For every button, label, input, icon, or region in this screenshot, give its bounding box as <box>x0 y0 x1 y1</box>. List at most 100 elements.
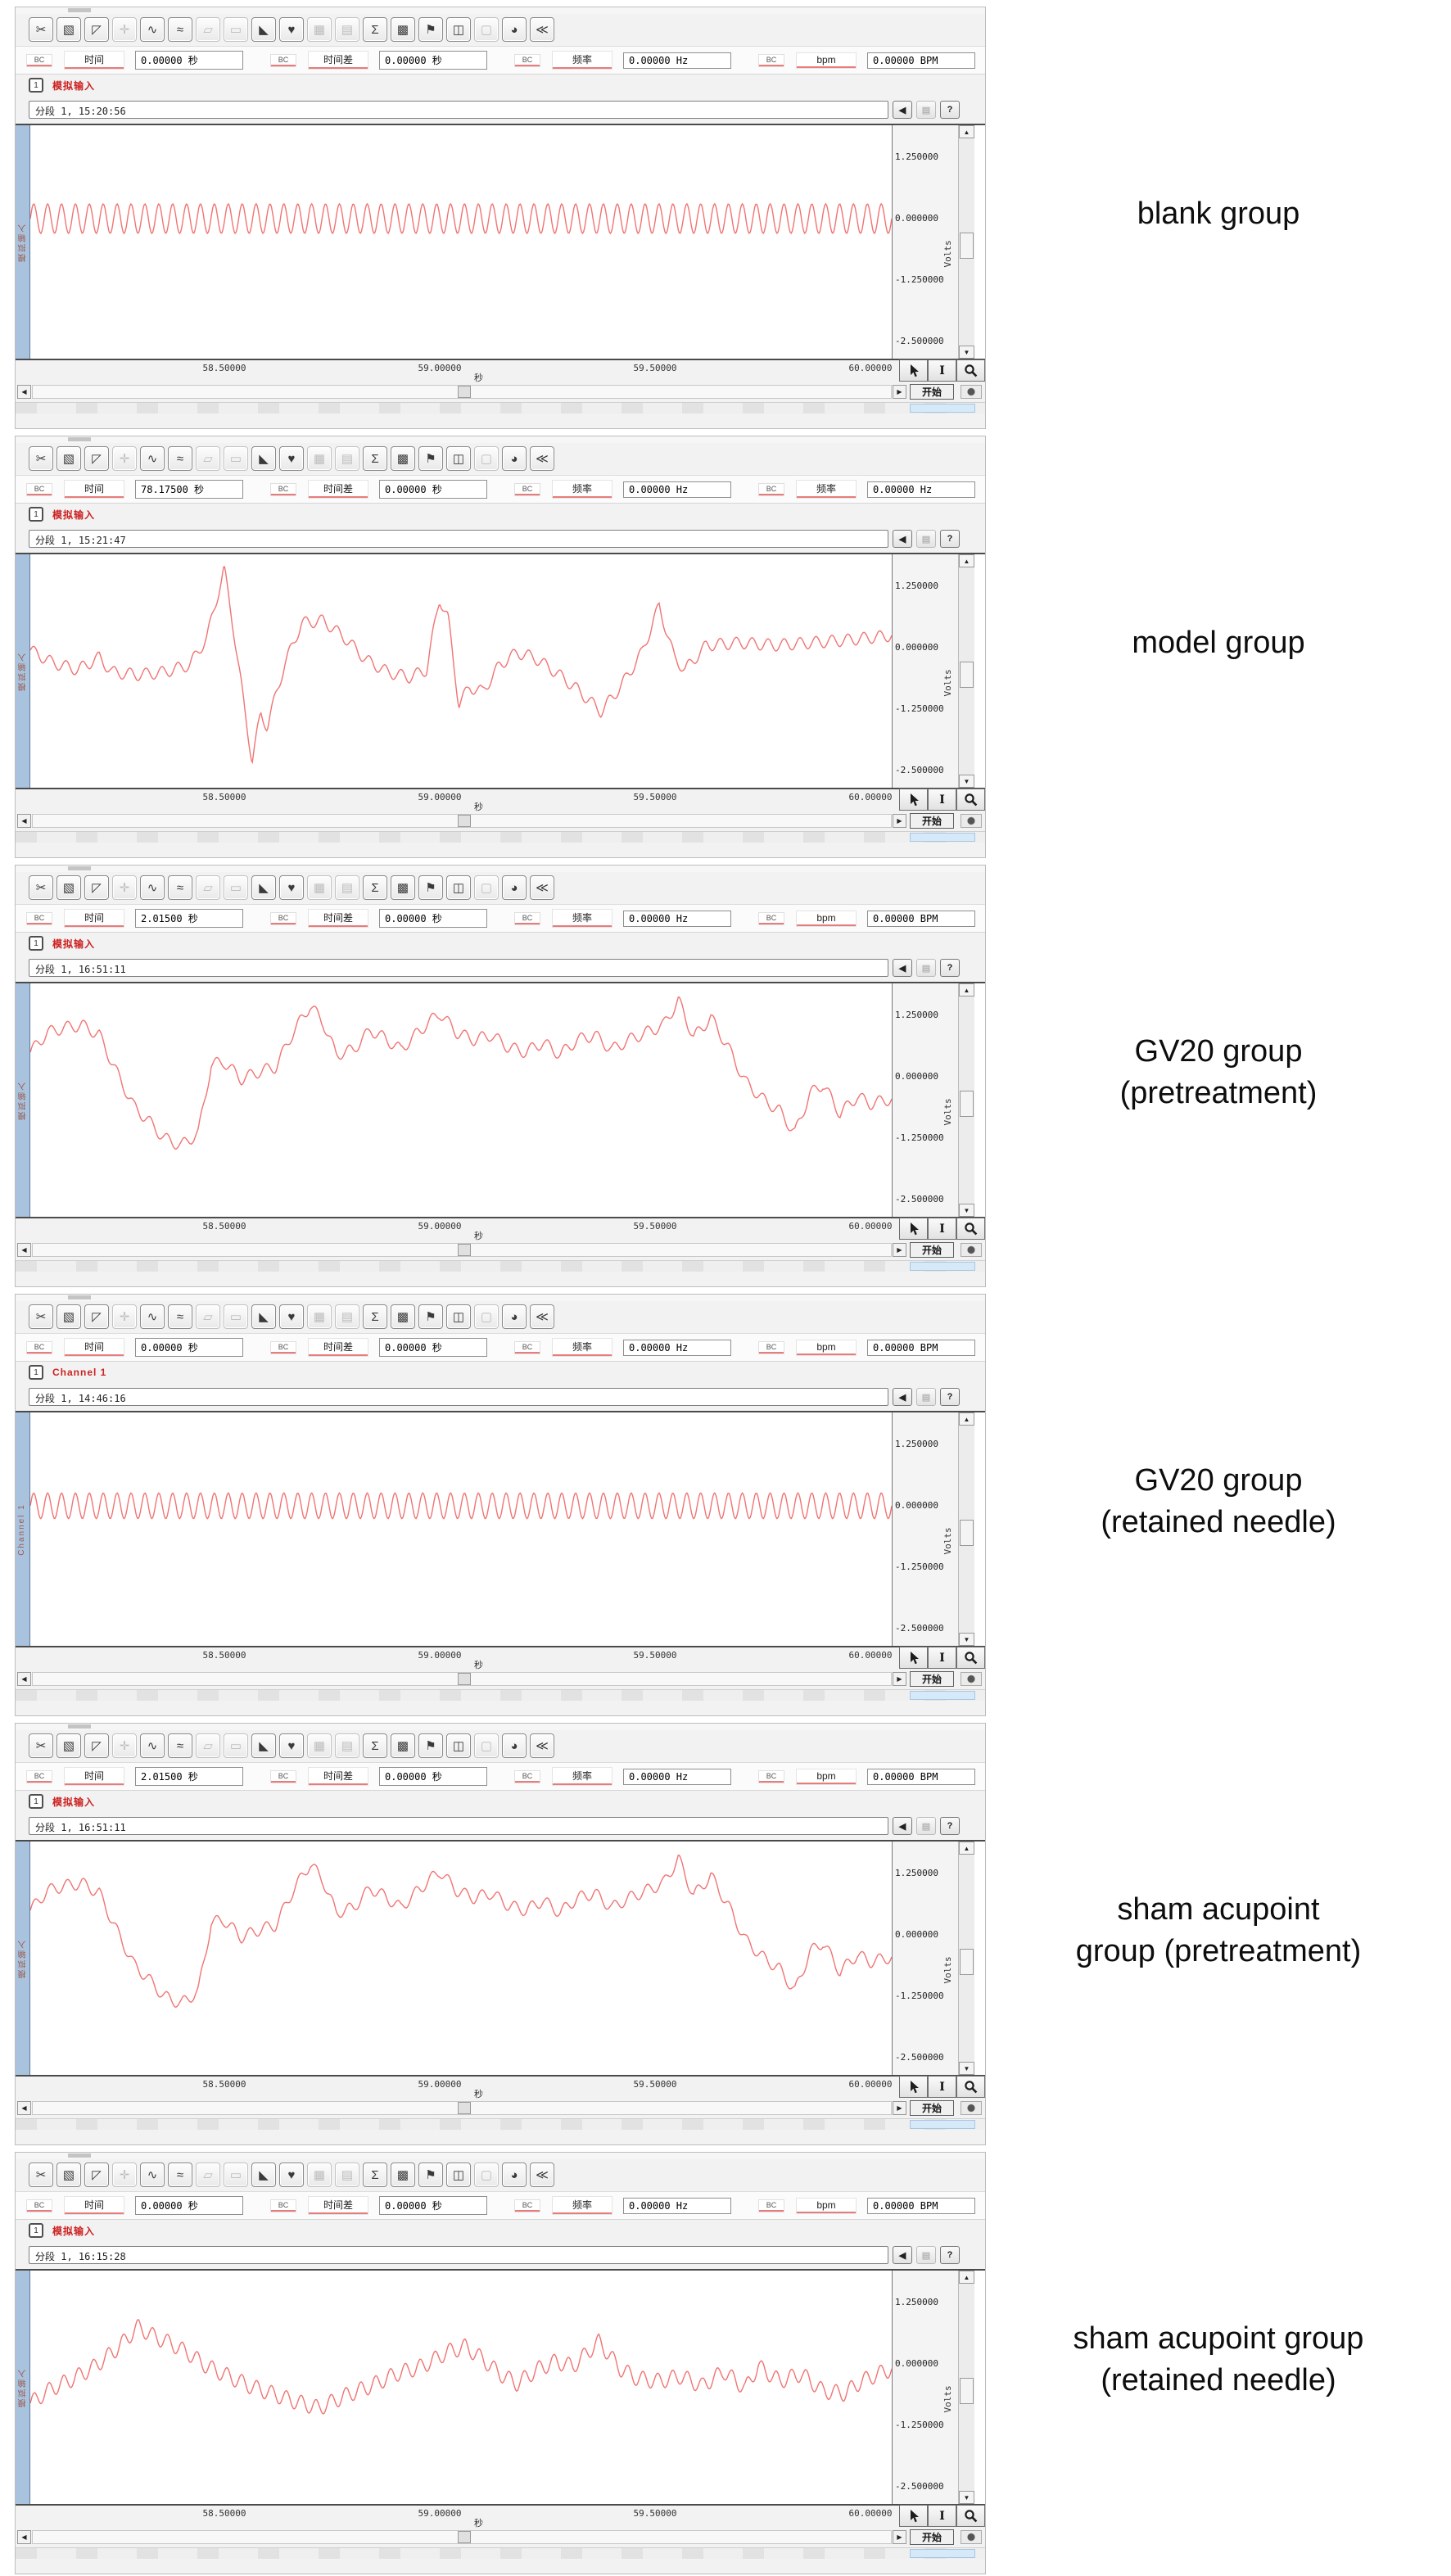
grid-view-icon[interactable]: ▦ <box>307 17 332 42</box>
blank-tool-icon[interactable]: ▢ <box>474 1733 499 1758</box>
area-measure-icon[interactable]: ◣ <box>251 1733 276 1758</box>
start-button[interactable]: 开始 <box>910 2529 954 2545</box>
waveform-compare-icon[interactable]: ≈ <box>168 17 192 42</box>
rewind-icon[interactable]: ≪ <box>530 1733 554 1758</box>
measure-value-box[interactable]: 0.00000 秒 <box>135 51 243 70</box>
record-dot-button[interactable] <box>961 2530 982 2544</box>
bc-tag[interactable]: BC <box>27 1770 52 1783</box>
record-dot-button[interactable] <box>961 1243 982 1257</box>
sigma-sum-icon[interactable]: Σ <box>363 1733 387 1758</box>
ibeam-tool-button[interactable]: I <box>928 789 956 811</box>
cross-move-icon[interactable]: ✛ <box>112 875 137 900</box>
bc-tag[interactable]: BC <box>271 483 296 495</box>
zoom-tool-button[interactable] <box>956 1647 985 1669</box>
selection-box-icon[interactable]: ▧ <box>57 17 81 42</box>
notes-view-icon[interactable]: ▤ <box>335 2162 359 2187</box>
blank-tool-icon[interactable]: ▢ <box>474 875 499 900</box>
notes-view-icon[interactable]: ▤ <box>335 1733 359 1758</box>
flag-marker-icon[interactable]: ⚑ <box>418 2162 443 2187</box>
bc-tag[interactable]: BC <box>271 1341 296 1354</box>
vertical-scroll-thumb[interactable] <box>960 662 974 689</box>
horizontal-scroll-thumb[interactable] <box>457 1673 471 1685</box>
lasso-select-icon[interactable]: ◸ <box>84 1733 109 1758</box>
waveform-edit-icon[interactable]: ∿ <box>140 2162 165 2187</box>
bc-tag[interactable]: BC <box>515 912 540 924</box>
grid-view-icon[interactable]: ▦ <box>307 1304 332 1329</box>
help-button[interactable]: ? <box>940 1388 960 1406</box>
waveform-plot[interactable] <box>30 125 893 359</box>
lasso-select-icon[interactable]: ◸ <box>84 1304 109 1329</box>
segment-time-input[interactable]: 分段 1, 16:51:11 <box>29 959 888 977</box>
waveform-edit-icon[interactable]: ∿ <box>140 446 165 471</box>
sigma-sum-icon[interactable]: Σ <box>363 17 387 42</box>
selection-box-icon[interactable]: ▧ <box>57 875 81 900</box>
pointer-tool-button[interactable] <box>899 1647 928 1669</box>
pie-dark-icon[interactable]: ◕ <box>502 1733 527 1758</box>
segment-list-button[interactable]: ▤ <box>916 530 936 548</box>
bc-tag[interactable]: BC <box>27 54 52 66</box>
bc-tag[interactable]: BC <box>759 54 784 66</box>
dot-matrix-icon[interactable]: ▩ <box>391 875 415 900</box>
window-mark-icon[interactable]: ◫ <box>446 446 471 471</box>
record-dot-button[interactable] <box>961 814 982 828</box>
scissors-cut-icon[interactable]: ✂ <box>29 1733 53 1758</box>
scissors-cut-icon[interactable]: ✂ <box>29 875 53 900</box>
help-button[interactable]: ? <box>940 2246 960 2264</box>
measure-value-box[interactable]: 0.00000 秒 <box>379 909 487 928</box>
segment-prev-button[interactable]: ◀ <box>893 959 912 977</box>
help-button[interactable]: ? <box>940 101 960 119</box>
horizontal-scroll-thumb[interactable] <box>457 2102 471 2114</box>
scroll-down-button[interactable]: ▼ <box>959 1633 974 1646</box>
scroll-left-button[interactable]: ◀ <box>17 1672 31 1686</box>
help-button[interactable]: ? <box>940 1817 960 1835</box>
horizontal-scrollbar[interactable] <box>32 385 892 399</box>
measure-value-box[interactable]: 0.00000 秒 <box>379 1338 487 1357</box>
ibeam-tool-button[interactable]: I <box>928 1218 956 1240</box>
scroll-up-button[interactable]: ▲ <box>959 125 974 138</box>
rewind-icon[interactable]: ≪ <box>530 875 554 900</box>
measure-value-box[interactable]: 0.00000 BPM <box>867 1768 975 1785</box>
segment-list-button[interactable]: ▤ <box>916 1388 936 1406</box>
heart-mark-icon[interactable]: ♥ <box>279 446 304 471</box>
window-mark-icon[interactable]: ◫ <box>446 17 471 42</box>
scroll-down-button[interactable]: ▼ <box>959 775 974 788</box>
pie-dark-icon[interactable]: ◕ <box>502 875 527 900</box>
heart-mark-icon[interactable]: ♥ <box>279 17 304 42</box>
waveform-edit-icon[interactable]: ∿ <box>140 1304 165 1329</box>
record-dot-button[interactable] <box>961 1672 982 1686</box>
waveform-compare-icon[interactable]: ≈ <box>168 446 192 471</box>
vertical-scroll-thumb[interactable] <box>960 1520 974 1547</box>
bc-tag[interactable]: BC <box>27 2199 52 2212</box>
segment-list-button[interactable]: ▤ <box>916 1817 936 1835</box>
channel-number-icon[interactable]: 1 <box>29 1794 43 1809</box>
start-button[interactable]: 开始 <box>910 384 954 400</box>
bc-tag[interactable]: BC <box>27 483 52 495</box>
window-mark-icon[interactable]: ◫ <box>446 1733 471 1758</box>
help-button[interactable]: ? <box>940 530 960 548</box>
segment-prev-button[interactable]: ◀ <box>893 1388 912 1406</box>
segment-list-button[interactable]: ▤ <box>916 2246 936 2264</box>
bc-tag[interactable]: BC <box>759 1770 784 1783</box>
scroll-right-button[interactable]: ▶ <box>893 385 906 399</box>
start-button[interactable]: 开始 <box>910 813 954 829</box>
bc-tag[interactable]: BC <box>27 1341 52 1354</box>
scroll-down-button[interactable]: ▼ <box>959 2491 974 2504</box>
vertical-scroll-thumb[interactable] <box>960 1091 974 1118</box>
scroll-right-button[interactable]: ▶ <box>893 2101 906 2115</box>
blank-tool-icon[interactable]: ▢ <box>474 2162 499 2187</box>
scroll-up-button[interactable]: ▲ <box>959 1842 974 1855</box>
shape-tool-alt-icon[interactable]: ▭ <box>224 446 248 471</box>
shape-tool-alt-icon[interactable]: ▭ <box>224 1304 248 1329</box>
bc-tag[interactable]: BC <box>515 483 540 495</box>
shape-tool-alt-icon[interactable]: ▭ <box>224 1733 248 1758</box>
vertical-scroll-thumb[interactable] <box>960 2378 974 2405</box>
measure-value-box[interactable]: 0.00000 秒 <box>379 1767 487 1786</box>
segment-time-input[interactable]: 分段 1, 16:15:28 <box>29 2246 888 2264</box>
horizontal-scrollbar[interactable] <box>32 2101 892 2115</box>
measure-value-box[interactable]: 0.00000 秒 <box>379 480 487 499</box>
flag-marker-icon[interactable]: ⚑ <box>418 17 443 42</box>
bc-tag[interactable]: BC <box>759 912 784 924</box>
ibeam-tool-button[interactable]: I <box>928 2505 956 2527</box>
lasso-select-icon[interactable]: ◸ <box>84 17 109 42</box>
measure-value-box[interactable]: 0.00000 BPM <box>867 1339 975 1356</box>
